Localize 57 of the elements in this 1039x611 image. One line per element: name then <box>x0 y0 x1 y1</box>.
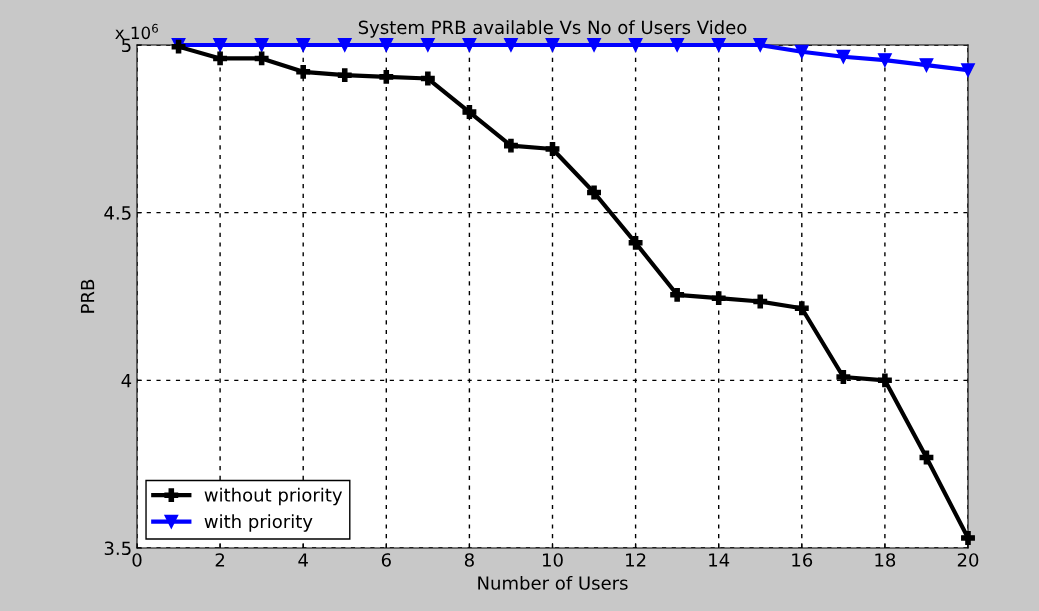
point <box>628 235 643 250</box>
x-tick-label: 12 <box>626 553 646 567</box>
point <box>587 38 601 52</box>
point <box>836 49 851 64</box>
point <box>213 51 228 66</box>
x-tick-label: 4 <box>298 553 308 567</box>
point <box>753 38 768 52</box>
point <box>420 38 435 52</box>
x-tick-label: 0 <box>132 553 142 567</box>
x-tick-label: 14 <box>709 553 730 567</box>
x-tick-label: 20 <box>957 553 979 567</box>
point <box>711 38 726 52</box>
point <box>545 38 560 52</box>
point <box>254 51 269 66</box>
x-axis-title: Number of Users <box>478 575 628 590</box>
x-tick-label: 6 <box>381 553 391 567</box>
legend-label: without priority <box>204 487 343 506</box>
chart-title: System PRB available Vs No of Users Video <box>358 20 747 38</box>
point <box>670 287 685 302</box>
point <box>462 38 477 52</box>
point <box>836 370 851 384</box>
point <box>628 38 643 52</box>
point <box>296 38 311 52</box>
point <box>504 138 518 153</box>
point <box>337 68 352 83</box>
point <box>462 105 477 120</box>
point <box>379 69 394 84</box>
x-tick-label: 18 <box>875 553 896 567</box>
y-axis-title: PRB <box>80 279 95 313</box>
point <box>877 53 892 68</box>
point <box>961 530 975 545</box>
point <box>420 71 435 86</box>
x-tick-label: 10 <box>543 553 563 567</box>
point <box>670 38 685 52</box>
point <box>961 63 975 78</box>
y-tick-label: 3.5 <box>104 541 131 556</box>
x-tick-label: 16 <box>792 553 813 567</box>
point <box>711 291 726 306</box>
point <box>877 373 892 388</box>
point <box>587 185 601 200</box>
x-tick-label: 8 <box>464 553 474 567</box>
point <box>545 142 560 156</box>
y-tick-label: 4.5 <box>104 206 131 220</box>
point <box>794 44 809 59</box>
point <box>254 38 269 52</box>
point <box>919 58 934 73</box>
point <box>379 38 394 52</box>
point <box>213 38 228 52</box>
y-tick-label: 4 <box>121 374 132 388</box>
point <box>753 294 768 309</box>
point <box>337 38 352 52</box>
y-tick-label: 5 <box>122 38 131 53</box>
point <box>504 38 518 52</box>
legend-label: with priority <box>204 514 313 532</box>
x-tick-label: 2 <box>215 553 225 567</box>
point <box>794 301 809 316</box>
point <box>296 64 311 79</box>
